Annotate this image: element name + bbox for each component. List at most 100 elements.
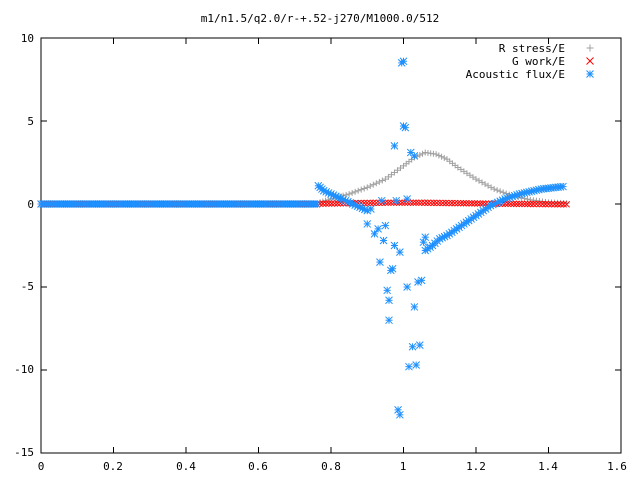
data-point (476, 177, 483, 184)
legend-label: Acoustic flux/E (466, 68, 565, 81)
data-point (349, 189, 356, 196)
data-point (448, 199, 456, 207)
data-point (331, 200, 338, 207)
x-tick-labels: 0 0.2 0.4 0.6 0.8 1 1.2 1.4 1.6 (38, 460, 627, 473)
data-layer (37, 57, 570, 419)
data-point (530, 200, 537, 208)
data-point (454, 164, 461, 171)
data-point (468, 200, 476, 207)
data-point (405, 362, 413, 371)
data-point (542, 200, 549, 208)
data-point (460, 199, 467, 207)
data-point (563, 200, 570, 208)
x-tick-label: 0.8 (321, 460, 341, 473)
data-point (415, 341, 424, 349)
y-tick-label: 0 (27, 198, 34, 211)
data-point (536, 200, 543, 208)
data-point (497, 188, 504, 195)
data-point (438, 153, 445, 160)
data-point (513, 200, 520, 208)
data-point (436, 199, 444, 207)
chart-title: m1/n1.5/q2.0/r-+.52-j270/M1000.0/512 (201, 12, 439, 25)
data-point (403, 195, 411, 203)
data-point (557, 200, 564, 208)
data-point (507, 200, 515, 208)
legend-label: G work/E (512, 55, 565, 68)
data-point (334, 200, 341, 207)
data-point (376, 258, 384, 266)
data-point (485, 182, 492, 189)
data-point (352, 188, 359, 195)
data-point (421, 233, 430, 242)
data-point (374, 225, 382, 233)
data-point (482, 181, 489, 188)
data-point (322, 200, 330, 207)
x-tick-label: 1.2 (466, 460, 486, 473)
data-point (559, 182, 567, 191)
data-point (381, 221, 390, 230)
data-point (419, 150, 426, 157)
data-point (370, 181, 377, 188)
data-point (385, 316, 393, 325)
data-point (439, 199, 447, 207)
data-point (471, 200, 478, 207)
data-point (410, 152, 419, 160)
data-point (451, 199, 459, 207)
data-point (433, 199, 441, 207)
data-point (539, 200, 546, 208)
data-point (366, 199, 374, 207)
data-point (401, 123, 410, 132)
legend-label: R stress/E (499, 42, 565, 55)
y-tick-label: 10 (21, 32, 34, 45)
data-point (394, 405, 402, 414)
data-point (319, 200, 327, 207)
data-point (363, 220, 372, 228)
data-point (460, 168, 467, 175)
data-point (445, 199, 453, 207)
data-point (410, 303, 419, 311)
legend-marker (586, 57, 594, 65)
data-point (361, 185, 368, 192)
y-tick-label: -15 (14, 446, 34, 459)
data-point (415, 199, 423, 207)
plot-axes (40, 37, 622, 454)
data-point (430, 199, 438, 207)
x-tick-label: 1.6 (607, 460, 627, 473)
data-point (488, 184, 495, 191)
data-point (551, 200, 558, 208)
data-point (394, 167, 401, 174)
y-tick-labels: 10 5 0 -5 -10 -15 (14, 32, 34, 459)
data-point (358, 186, 365, 193)
data-point (442, 199, 450, 207)
series-2 (37, 57, 567, 419)
data-point (554, 200, 561, 208)
data-point (412, 361, 421, 369)
legend-markers (586, 44, 594, 78)
y-tick-label: -5 (21, 280, 34, 293)
data-point (383, 286, 392, 295)
data-point (454, 199, 462, 207)
data-point (377, 196, 386, 205)
data-point (433, 151, 440, 158)
data-point (390, 142, 399, 150)
data-point (388, 171, 395, 178)
data-point (409, 199, 417, 207)
data-point (473, 176, 479, 183)
data-point (376, 178, 383, 185)
data-point (390, 241, 399, 250)
data-point (379, 236, 388, 245)
data-point (421, 199, 428, 207)
data-point (399, 57, 408, 66)
data-point (417, 276, 426, 285)
data-point (416, 152, 423, 159)
data-point (370, 230, 379, 238)
data-point (462, 199, 470, 207)
data-point (510, 200, 517, 208)
data-point (388, 264, 397, 273)
legend: R stress/E G work/E Acoustic flux/E (466, 42, 594, 81)
data-point (384, 199, 392, 207)
plot-frame (40, 37, 622, 454)
data-point (457, 166, 464, 173)
data-point (355, 187, 362, 194)
legend-marker (586, 70, 594, 78)
